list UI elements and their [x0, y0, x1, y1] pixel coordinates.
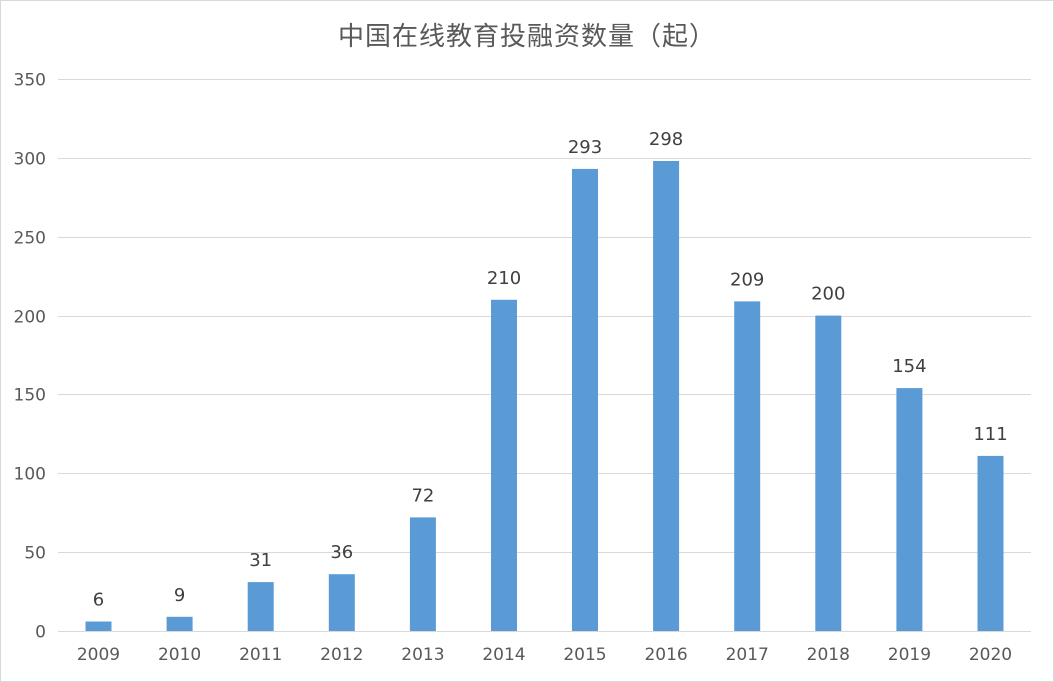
y-tick-label: 100 — [14, 465, 46, 485]
data-label-2013: 72 — [411, 485, 434, 506]
data-label-2012: 36 — [330, 542, 353, 563]
y-tick-label: 0 — [35, 623, 46, 643]
bar-2013 — [409, 517, 436, 631]
y-tick-label: 300 — [14, 150, 46, 170]
x-tick-label-2018: 2018 — [807, 645, 850, 665]
y-tick-label: 150 — [14, 386, 46, 406]
x-tick-label-2013: 2013 — [401, 645, 444, 665]
data-label-2018: 200 — [811, 284, 845, 305]
x-tick-label-2011: 2011 — [239, 645, 282, 665]
x-tick-label-2019: 2019 — [888, 645, 931, 665]
data-label-2019: 154 — [892, 356, 926, 377]
x-tick-label-2014: 2014 — [482, 645, 525, 665]
data-label-2017: 209 — [730, 269, 764, 290]
bar-2009 — [85, 621, 112, 631]
data-label-2016: 298 — [649, 129, 683, 150]
x-tick-label-2020: 2020 — [969, 645, 1012, 665]
y-axis-tick-labels: 0 50 100 150 200 250 300 350 — [14, 71, 46, 643]
chart-title: 中国在线教育投融资数量（起） — [337, 22, 716, 52]
data-label-2014: 210 — [487, 268, 521, 289]
bar-2020 — [977, 455, 1004, 631]
bar-2016 — [653, 161, 680, 631]
bars — [85, 161, 1004, 631]
y-tick-label: 200 — [14, 308, 46, 328]
bar-2014 — [491, 299, 517, 631]
data-label-2009: 6 — [93, 590, 104, 611]
x-tick-label-2009: 2009 — [77, 645, 120, 665]
bar-2011 — [247, 582, 274, 631]
y-tick-label: 50 — [24, 544, 46, 564]
bar-2012 — [328, 574, 355, 631]
data-label-2015: 293 — [568, 137, 602, 158]
x-axis-tick-labels: 2009 2010 2011 2012 2013 2014 2015 2016 2017 2018… — [77, 645, 1012, 665]
y-tick-label: 250 — [14, 229, 46, 249]
x-tick-label-2012: 2012 — [320, 645, 363, 665]
data-labels: 6 9 31 36 72 210 293 298 209 200 154 111 — [93, 129, 1008, 611]
gridlines — [58, 79, 1031, 632]
bar-2015 — [572, 168, 598, 631]
x-tick-label-2016: 2016 — [644, 645, 687, 665]
x-tick-label-2017: 2017 — [726, 645, 769, 665]
data-label-2011: 31 — [249, 550, 272, 571]
bar-2010 — [166, 616, 193, 631]
bar-2019 — [896, 388, 923, 631]
data-label-2020: 111 — [973, 424, 1007, 445]
x-tick-label-2015: 2015 — [563, 645, 606, 665]
data-label-2010: 9 — [174, 585, 185, 606]
x-tick-label-2010: 2010 — [158, 645, 201, 665]
bar-2018 — [815, 315, 842, 631]
y-tick-label: 350 — [14, 71, 46, 91]
bar-2017 — [734, 301, 761, 631]
